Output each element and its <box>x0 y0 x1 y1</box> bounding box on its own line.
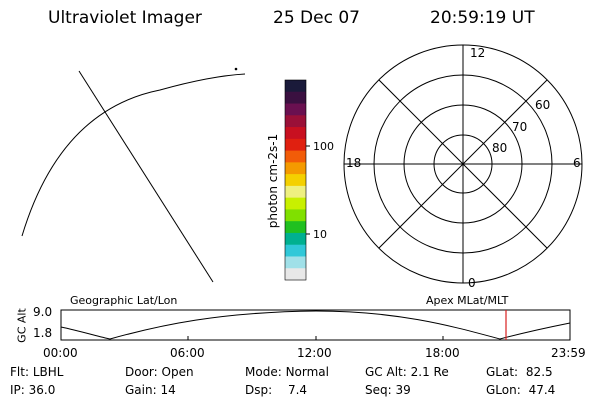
timeline-tick-label: 00:00 <box>43 346 78 360</box>
color-scale-segment <box>285 268 306 281</box>
color-scale-segment <box>285 244 306 257</box>
info-dsp: Dsp: 7.4 <box>245 383 308 397</box>
color-scale-segment <box>285 197 306 210</box>
color-scale-segment <box>285 80 306 93</box>
color-scale-segment <box>285 103 306 116</box>
color-scale-segment <box>285 138 306 152</box>
info-filter: Flt: LBHL <box>10 365 64 379</box>
timeline-tick-label: 23:59 <box>551 346 586 360</box>
info-seq: Seq: 39 <box>365 383 411 397</box>
color-scale-segment <box>285 232 306 246</box>
colorbar-tick-10: 10 <box>313 228 327 241</box>
meridian-line <box>78 70 214 283</box>
info-glon: GLon: 47.4 <box>486 383 556 397</box>
colorbar-label: photon cm-2s-1 <box>266 133 280 229</box>
date-label: 25 Dec 07 <box>273 8 360 28</box>
timeline-right-label: Apex MLat/MLT <box>426 294 509 307</box>
mlt-label-12: 12 <box>470 46 486 60</box>
info-gc-alt: GC Alt: 2.1 Re <box>365 365 449 379</box>
color-scale-segment <box>285 174 306 187</box>
polar-diagonal-2 <box>378 79 548 249</box>
timeline-left-label: Geographic Lat/Lon <box>70 294 178 307</box>
timeline-tick-label: 18:00 <box>425 346 460 360</box>
info-ip: IP: 36.0 <box>10 383 56 397</box>
colorbar-tick-100: 100 <box>313 140 334 153</box>
earth-limb-arc <box>21 73 246 237</box>
color-scale-segment <box>285 127 306 140</box>
mlt-label-18: 18 <box>346 156 362 170</box>
color-scale-segment <box>285 209 306 222</box>
color-scale-segment <box>285 150 306 163</box>
color-scale-frame <box>284 79 307 281</box>
color-scale-segment <box>285 115 306 128</box>
geographic-map <box>21 67 246 283</box>
timeline-ylabel: GC Alt <box>15 308 29 343</box>
mlt-label-6: 6 <box>573 156 581 170</box>
color-scale-segment <box>285 221 306 234</box>
info-gain: Gain: 14 <box>125 383 176 397</box>
timeline-frame <box>60 309 571 341</box>
timeline-tick-label: 06:00 <box>170 346 205 360</box>
polar-plot <box>343 44 583 284</box>
color-scale-segment <box>285 91 306 105</box>
altitude-curve <box>60 310 571 340</box>
altitude-timeline <box>60 309 571 341</box>
timeline-y-bottom: 1.8 <box>33 326 53 340</box>
instrument-title: Ultraviolet Imager <box>48 8 202 28</box>
color-scale-segment <box>285 185 306 199</box>
info-door: Door: Open <box>125 365 194 379</box>
color-scale-segment <box>285 162 306 175</box>
time-label: 20:59:19 UT <box>430 8 535 28</box>
info-mode: Mode: Normal <box>245 365 329 379</box>
color-scale-bar <box>285 80 306 281</box>
lat-label-60: 60 <box>535 98 551 112</box>
timeline-tick-label: 12:00 <box>297 346 332 360</box>
lat-label-80: 80 <box>492 141 508 155</box>
info-glat: GLat: 82.5 <box>486 365 553 379</box>
lat-label-70: 70 <box>512 120 528 134</box>
timeline-y-top: 9.0 <box>33 305 53 319</box>
map-dot <box>234 67 238 71</box>
mlt-label-0: 0 <box>468 276 476 290</box>
color-scale-segment <box>285 256 306 269</box>
